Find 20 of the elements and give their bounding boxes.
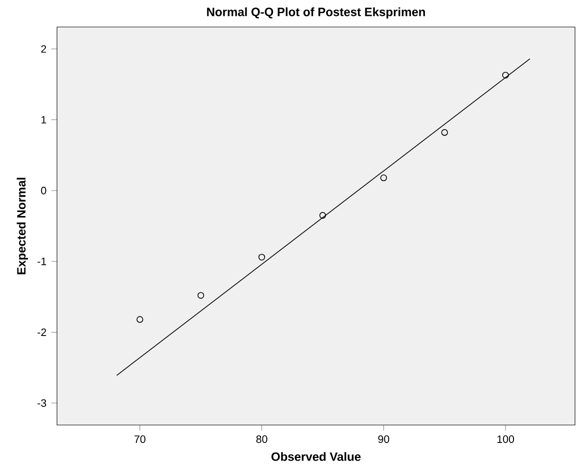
point (136, 316, 144, 323)
y-tick-label: -1 (38, 258, 46, 265)
point (380, 174, 387, 181)
y-tick-label: 1 (41, 116, 46, 124)
x-tick-label: 90 (378, 435, 390, 443)
y-tick-label: 2 (41, 45, 46, 52)
point (319, 212, 326, 219)
point (502, 72, 509, 78)
y-tick-label: -3 (38, 399, 46, 407)
x-tick-label: 80 (256, 435, 268, 443)
chart-title: Normal Q-Q Plot of Postest Eksprimen (207, 7, 425, 18)
x-axis-title: Observed Value (271, 452, 361, 461)
y-axis-title: Expected Normal (16, 178, 28, 274)
point (258, 254, 266, 260)
y-tick-label: -2 (38, 328, 46, 336)
x-tick-label: 70 (134, 435, 146, 443)
point (441, 129, 448, 136)
x-tick-label: 100 (497, 435, 514, 443)
y-tick-label: 0 (41, 186, 46, 194)
point (197, 292, 204, 299)
